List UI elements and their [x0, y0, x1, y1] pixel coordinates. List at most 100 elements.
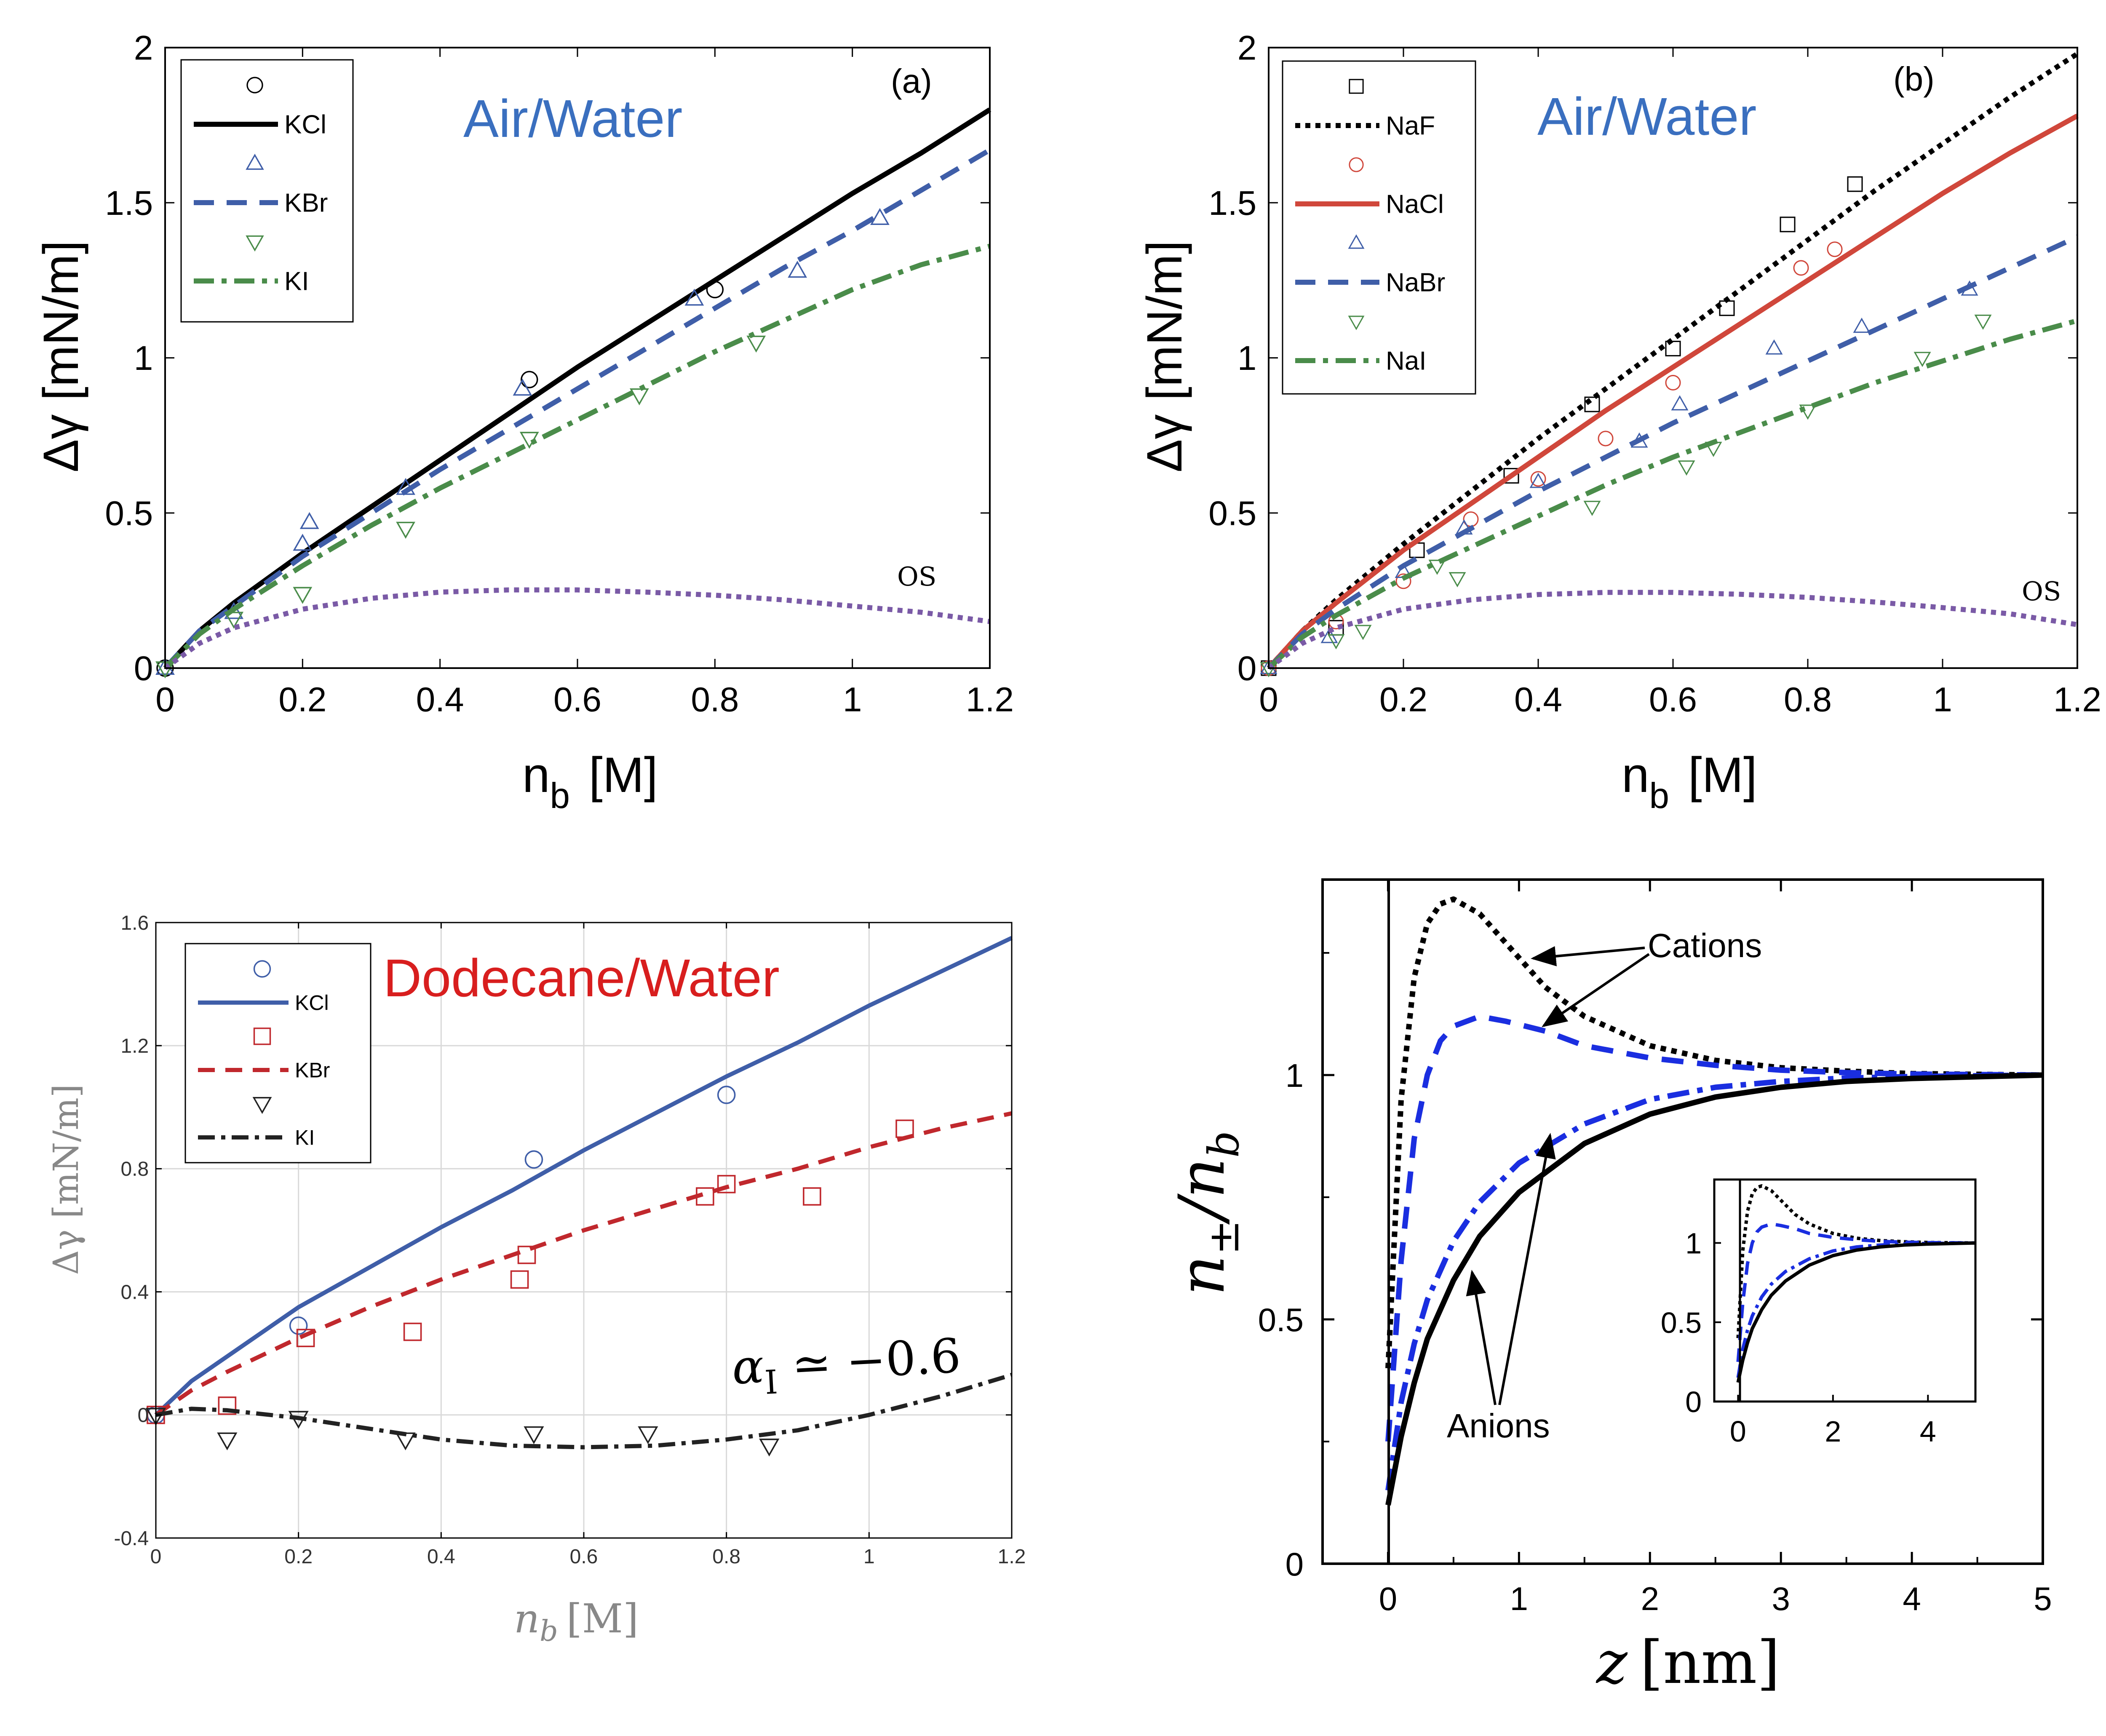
series-line-anion-solid [1385, 1072, 2043, 1506]
data-point-ki [293, 587, 313, 604]
panel-d-arrows [1466, 946, 1650, 1405]
panel-d-xlabel-main: z [1596, 1629, 1628, 1697]
y-tick-label: -0.4 [114, 1527, 149, 1550]
x-tick-label: 0.8 [712, 1546, 740, 1568]
panel-a-series-layer [155, 107, 992, 679]
data-point-nabr [1529, 473, 1547, 488]
data-point-nai [1428, 559, 1446, 575]
legend-box [180, 59, 354, 323]
inset-y-tick-label: 0 [1685, 1386, 1702, 1418]
legend-marker-ki [246, 235, 264, 252]
panel-b-xlabel-sub: b [1649, 776, 1669, 816]
x-tick-label: 0 [150, 1546, 162, 1568]
panel-a-xlabel-sub: b [550, 776, 570, 816]
x-tick-label: 1 [843, 681, 862, 719]
legend-marker-kcl [246, 77, 263, 94]
y-tick-label: 0.5 [1208, 494, 1256, 532]
data-point-naf [1780, 217, 1796, 233]
data-point-nabr [1671, 395, 1689, 411]
panel-c-alpha-main: α [731, 1339, 765, 1395]
data-point-nai [1678, 460, 1695, 476]
series-line-kbr [163, 147, 992, 670]
panel-b-xlabel-unit: [M] [1688, 747, 1757, 803]
data-point-nabr [1853, 318, 1871, 333]
panel-c-chart: 0 0.2 0.4 0.6 0.8 1 1.2-0.400.40.81.21.6 KClKB… [46, 912, 1026, 1648]
panel-b-os-label: OS [2022, 576, 2061, 607]
x-tick-label: 0.8 [691, 681, 739, 719]
data-point-kbr [696, 1187, 714, 1206]
legend-marker-kbr [246, 153, 264, 170]
y-tick-label: 2 [134, 29, 153, 67]
inset-x-tick-label: 4 [1920, 1415, 1936, 1448]
data-point-kbr [513, 378, 532, 396]
data-point-kcl [289, 1316, 308, 1335]
data-point-kbr [717, 1175, 736, 1193]
panel-c-alpha-sub: I [764, 1363, 778, 1402]
data-point-nai [1327, 634, 1345, 650]
panel-b-ylabel: Δγ [mN/m] [1137, 241, 1192, 473]
x-tick-label: 1.2 [998, 1546, 1026, 1568]
panel-b-xlabel: nb [M] [1622, 747, 1757, 816]
data-point-kbr [218, 1396, 237, 1415]
data-point-nacl [1827, 241, 1843, 257]
series-line-ki [163, 243, 991, 670]
data-point-kbr [396, 478, 415, 495]
panel-d-inset-series-layer [1736, 1184, 1976, 1383]
data-point-ki [395, 1432, 416, 1450]
arrow-cations-1 [1531, 946, 1645, 966]
data-point-nabr [1961, 280, 1978, 296]
series-line-kcl [154, 936, 1013, 1417]
panel-b-ticks: 0 0.2 0.4 0.6 0.8 1 1.2 0 0.5 1 1.5 2 [1208, 29, 2101, 719]
inset-series-line-cation-dashed [1736, 1222, 1976, 1362]
x-tick-label: 1 [863, 1546, 875, 1568]
data-point-ki [638, 1426, 658, 1444]
data-point-kcl [717, 1086, 736, 1104]
panel-d-ylabel: n±/nb [1165, 1131, 1248, 1296]
panel-b-chart: 0 0.2 0.4 0.6 0.8 1 1.200.511.52 NaFNaClNaBrNa… [1137, 29, 2101, 816]
data-point-ki [759, 1439, 780, 1457]
data-point-nacl [1530, 471, 1546, 487]
panel-a-xlabel: nb [M] [522, 747, 658, 816]
data-point-naf [1584, 396, 1600, 412]
data-point-kcl [521, 371, 538, 388]
data-point-kbr [803, 1187, 821, 1206]
inset-y-tick-label: 0.5 [1661, 1306, 1702, 1339]
inset-y-tick-label: 1 [1685, 1227, 1702, 1260]
panel-c-xlabel-unit: [M] [567, 1596, 639, 1642]
legend-label-ki: KI [284, 267, 309, 296]
panel-a-os-label: OS [897, 561, 936, 592]
panel-d-cations-label: Cations [1648, 927, 1762, 964]
y-tick-label: 0 [1286, 1546, 1304, 1583]
panel-b-label: (b) [1893, 60, 1935, 98]
panel-d-xlabel: z [nm] [1596, 1629, 1780, 1697]
series-line-cation-dashed [1385, 1014, 2043, 1442]
data-point-ki [629, 388, 649, 406]
panel-c-alpha-annotation: αI ≃ −0.6 [731, 1329, 963, 1404]
legend-marker-nacl [1349, 157, 1364, 172]
legend-label-kcl: KCl [284, 110, 326, 139]
panel-c-xlabel-sub: b [540, 1615, 558, 1648]
legend-marker-nabr [1348, 234, 1365, 249]
series-line-nacl [1267, 113, 2079, 670]
y-tick-label: 0.5 [105, 494, 153, 532]
y-tick-label: 1.6 [120, 912, 149, 934]
panel-d-ylabel-sub2: b [1199, 1131, 1248, 1158]
data-point-ki [288, 1411, 309, 1429]
data-point-kbr [895, 1119, 914, 1138]
panel-d-xlabel-unit: [nm] [1640, 1629, 1780, 1697]
panel-a-label: (a) [891, 62, 932, 100]
x-tick-label: 0.2 [278, 681, 326, 719]
legend-label-ki: KI [295, 1126, 315, 1150]
x-tick-label: 1 [1510, 1580, 1528, 1617]
panel-d-ylabel-sub1: ± [1199, 1220, 1248, 1255]
panel-c-alpha-rest: ≃ −0.6 [775, 1329, 962, 1393]
panel-d-chart: 0 1 2 3 4 5 0 0.5 1 Cations Anions n±/nb z [nm] 0… [1165, 878, 2052, 1697]
x-tick-label: 0 [155, 681, 175, 719]
series-line-ki [155, 1373, 1013, 1450]
series-line-naf [1267, 51, 2079, 670]
panel-c-legend: KCl KBr KI [184, 943, 371, 1164]
x-tick-label: 1 [1933, 681, 1952, 719]
legend-label-kcl: KCl [295, 991, 329, 1015]
panel-d-anions-label: Anions [1447, 1407, 1550, 1444]
